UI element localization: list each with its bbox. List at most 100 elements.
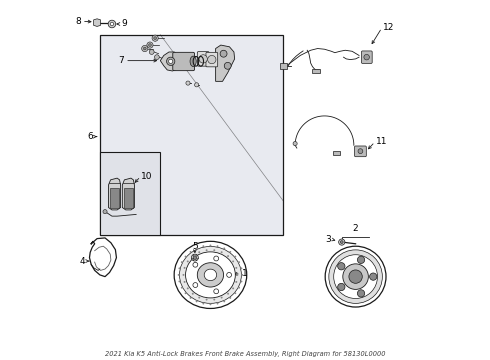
Circle shape <box>196 247 197 249</box>
Circle shape <box>202 303 204 305</box>
Circle shape <box>349 270 362 283</box>
Circle shape <box>186 81 190 85</box>
Circle shape <box>241 267 243 269</box>
Text: 1: 1 <box>242 269 247 278</box>
Circle shape <box>208 55 216 64</box>
Bar <box>100 152 160 235</box>
Circle shape <box>220 251 222 253</box>
Circle shape <box>214 289 219 294</box>
Circle shape <box>241 280 243 282</box>
Circle shape <box>229 251 231 253</box>
Ellipse shape <box>204 269 217 281</box>
Bar <box>333 151 340 155</box>
Circle shape <box>152 35 158 41</box>
Circle shape <box>238 261 240 263</box>
Circle shape <box>209 244 211 247</box>
Circle shape <box>199 55 207 63</box>
Circle shape <box>232 260 234 262</box>
Text: 2021 Kia K5 Anti-Lock Brakes Front Brake Assembly, Right Diagram for 58130L0000: 2021 Kia K5 Anti-Lock Brakes Front Brake… <box>105 351 385 357</box>
Circle shape <box>358 149 363 154</box>
FancyBboxPatch shape <box>206 52 218 67</box>
Circle shape <box>235 267 237 269</box>
Circle shape <box>185 256 187 257</box>
Circle shape <box>235 281 237 283</box>
Circle shape <box>154 55 159 60</box>
Circle shape <box>220 297 222 298</box>
Polygon shape <box>216 45 235 81</box>
Circle shape <box>196 301 197 302</box>
Circle shape <box>338 283 345 291</box>
Circle shape <box>213 298 215 301</box>
Text: 11: 11 <box>376 137 387 146</box>
Circle shape <box>224 62 231 69</box>
Bar <box>123 189 133 207</box>
Text: 4: 4 <box>80 257 85 266</box>
Circle shape <box>364 54 369 60</box>
Circle shape <box>217 303 219 305</box>
Circle shape <box>184 281 186 283</box>
FancyBboxPatch shape <box>197 51 209 66</box>
Circle shape <box>187 260 189 262</box>
Circle shape <box>193 256 196 259</box>
Text: 8: 8 <box>75 17 81 26</box>
Circle shape <box>192 293 194 295</box>
Circle shape <box>213 249 215 251</box>
Circle shape <box>192 255 194 257</box>
Circle shape <box>148 44 151 46</box>
FancyBboxPatch shape <box>362 51 372 63</box>
Circle shape <box>227 273 231 277</box>
Circle shape <box>338 262 345 270</box>
Circle shape <box>108 20 116 28</box>
Circle shape <box>206 298 208 301</box>
Polygon shape <box>94 19 100 26</box>
Bar <box>100 35 283 235</box>
Circle shape <box>198 297 200 298</box>
Text: 7: 7 <box>118 56 124 65</box>
Polygon shape <box>160 52 181 71</box>
Polygon shape <box>108 178 121 210</box>
Circle shape <box>232 287 234 289</box>
Circle shape <box>178 267 180 269</box>
Circle shape <box>195 83 198 87</box>
Circle shape <box>206 249 208 251</box>
Circle shape <box>110 22 114 26</box>
Circle shape <box>369 273 377 280</box>
Circle shape <box>190 297 192 299</box>
FancyBboxPatch shape <box>173 52 195 71</box>
Circle shape <box>167 57 175 66</box>
Circle shape <box>149 50 154 54</box>
Polygon shape <box>122 178 134 210</box>
Ellipse shape <box>179 247 242 303</box>
Ellipse shape <box>190 56 196 67</box>
Circle shape <box>181 261 183 263</box>
Circle shape <box>154 37 156 40</box>
Circle shape <box>227 255 229 257</box>
Circle shape <box>178 280 180 282</box>
Text: 2: 2 <box>353 224 358 233</box>
Circle shape <box>238 287 240 289</box>
Text: 3: 3 <box>325 235 331 244</box>
Circle shape <box>341 241 343 243</box>
Circle shape <box>241 274 243 276</box>
Circle shape <box>202 245 204 247</box>
Circle shape <box>329 250 382 303</box>
Circle shape <box>237 274 238 276</box>
Circle shape <box>169 59 173 63</box>
Circle shape <box>198 251 200 253</box>
Circle shape <box>192 254 198 261</box>
Circle shape <box>142 45 148 51</box>
Circle shape <box>220 50 227 57</box>
Circle shape <box>103 210 107 214</box>
Circle shape <box>185 292 187 294</box>
Circle shape <box>229 297 231 299</box>
Circle shape <box>193 262 198 267</box>
Bar <box>280 63 287 68</box>
Circle shape <box>234 256 236 257</box>
Circle shape <box>190 251 192 253</box>
Bar <box>110 189 119 207</box>
Circle shape <box>325 246 386 307</box>
Polygon shape <box>90 238 117 276</box>
Circle shape <box>178 274 180 276</box>
Circle shape <box>223 247 225 249</box>
Text: 5: 5 <box>192 242 198 251</box>
